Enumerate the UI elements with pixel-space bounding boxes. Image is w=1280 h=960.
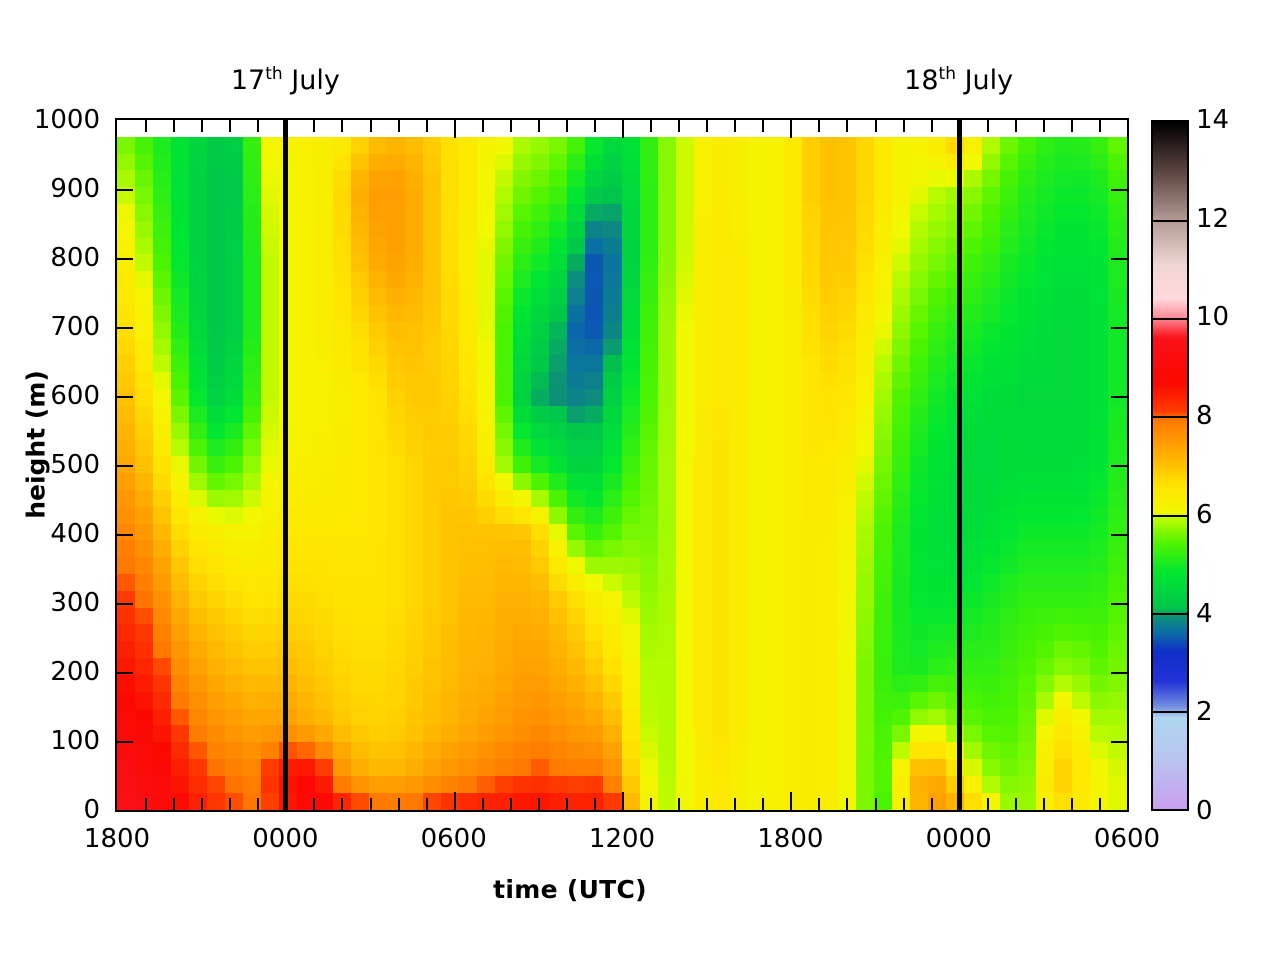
x-tick-label: 0600 xyxy=(420,824,487,854)
y-tick-label: 500 xyxy=(50,450,100,480)
x-tick-label: 0600 xyxy=(1093,824,1161,854)
x-axis-title: time (UTC) xyxy=(493,875,647,904)
colorbar-tick-label: 8 xyxy=(1196,401,1213,432)
day-divider-1 xyxy=(283,120,289,810)
colorbar-tick-label: 14 xyxy=(1196,105,1230,135)
heatmap-canvas xyxy=(117,120,1127,810)
heatmap-plot-area xyxy=(115,118,1129,812)
x-tick-label: 1800 xyxy=(83,824,151,854)
y-tick-label: 900 xyxy=(50,174,100,204)
y-tick-label: 600 xyxy=(50,381,100,411)
y-tick-label: 100 xyxy=(50,726,100,756)
y-tick-label: 400 xyxy=(50,519,100,549)
colorbar-tick-label: 2 xyxy=(1196,697,1213,728)
colorbar-tick-label: 0 xyxy=(1196,796,1213,826)
day2-number: 18 xyxy=(904,65,939,96)
y-tick-label: 1000 xyxy=(33,105,100,135)
colorbar-tick-label: 10 xyxy=(1196,302,1230,333)
x-tick-label: 1200 xyxy=(588,824,656,854)
y-tick-label: 700 xyxy=(50,312,100,342)
y-tick-label: 300 xyxy=(50,588,100,618)
day1-number: 17 xyxy=(230,65,266,96)
y-axis-title: height (m) xyxy=(21,370,51,519)
x-tick-label: 1800 xyxy=(757,824,824,854)
x-tick-label: 0000 xyxy=(252,824,319,854)
day1-month: July xyxy=(282,65,340,96)
day2-ordinal-suffix: th xyxy=(938,64,956,84)
day-divider-2 xyxy=(956,120,962,810)
day-annotation-18-july: 18th July xyxy=(829,66,1089,96)
y-tick-label: 0 xyxy=(83,795,100,825)
day-annotation-17-july: 17th July xyxy=(155,66,415,96)
colorbar-tick-label: 6 xyxy=(1196,499,1213,530)
colorbar xyxy=(1151,120,1189,811)
y-tick-label: 200 xyxy=(50,657,100,687)
colorbar-gradient xyxy=(1153,122,1187,809)
colorbar-tick-label: 4 xyxy=(1196,598,1213,629)
y-tick-label: 800 xyxy=(50,243,100,273)
colorbar-tick-label: 12 xyxy=(1196,203,1230,234)
day2-month: July xyxy=(955,65,1014,96)
day1-ordinal-suffix: th xyxy=(265,64,283,84)
x-tick-label: 0000 xyxy=(925,824,992,854)
